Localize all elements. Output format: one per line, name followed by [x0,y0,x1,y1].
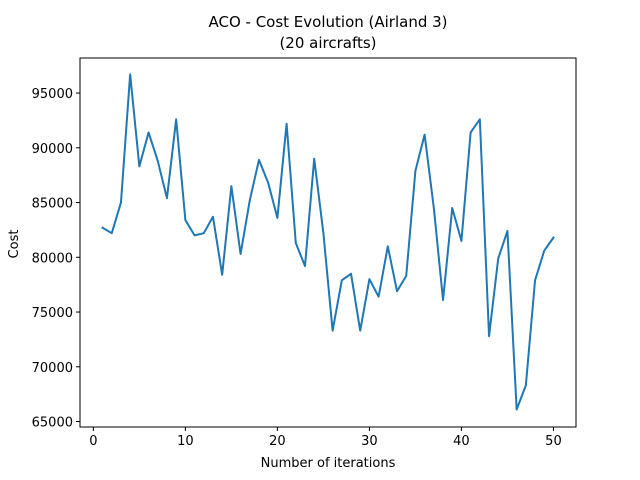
series-line [101,73,555,411]
x-tick-label: 0 [89,434,97,449]
chart-title: ACO - Cost Evolution (Airland 3) [208,13,447,31]
x-tick-label: 50 [545,434,562,449]
axes-frame [79,57,577,428]
x-tick-label: 10 [177,434,194,449]
y-tick-label: 95000 [32,87,73,102]
x-tick-label: 40 [453,434,470,449]
y-axis-label: Cost [7,230,22,259]
y-tick-label: 90000 [32,142,73,157]
plot-area: 0 10 20 30 40 50 65000 70000 75000 80000 85000 9000… [32,57,577,449]
y-tick-label: 85000 [32,197,73,212]
y-tick-label: 75000 [32,306,73,321]
y-tick-label: 70000 [32,361,73,376]
x-axis-label: Number of iterations [261,456,396,471]
y-tick-label: 80000 [32,251,73,266]
chart-subtitle: (20 aircrafts) [279,34,376,52]
x-tick-label: 30 [361,434,378,449]
x-tick-label: 20 [269,434,286,449]
y-tick-label: 65000 [32,416,73,431]
